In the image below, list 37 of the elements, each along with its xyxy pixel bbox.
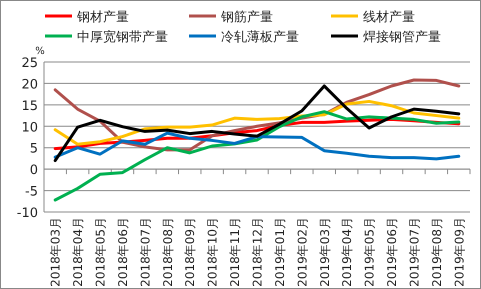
x-tick-label: 2018年05月 xyxy=(94,217,108,287)
x-tick-label: 2019年01月 xyxy=(272,217,287,287)
legend-label: 线材产量 xyxy=(363,10,415,25)
legend-label: 中厚宽钢带产量 xyxy=(77,29,168,45)
y-tick-label: 15 xyxy=(21,98,38,114)
x-tick-label: 2018年11月 xyxy=(228,217,242,287)
x-tick-label: 2018年06月 xyxy=(116,217,130,287)
x-tick-label: 2018年07月 xyxy=(138,217,152,287)
x-tick-label: 2018年12月 xyxy=(250,217,264,287)
y-tick-label: 20 xyxy=(21,77,38,92)
y-axis-title: % xyxy=(35,46,45,57)
legend-label: 钢筋产量 xyxy=(220,10,273,25)
x-tick-label: 2018年10月 xyxy=(206,217,220,287)
x-tick-label: 2018年04月 xyxy=(71,217,86,287)
line-series xyxy=(54,132,460,160)
x-tick-label: 2018年09月 xyxy=(183,217,198,287)
x-tick-label: 2019年05月 xyxy=(362,217,377,287)
x-tick-label: 2019年07月 xyxy=(407,217,422,287)
x-tick-label: 2018年08月 xyxy=(160,217,175,287)
x-tick-label: 2019年08月 xyxy=(430,217,444,287)
y-tick-label: -10 xyxy=(16,206,38,221)
x-tick-label: 2019年06月 xyxy=(385,217,400,287)
x-tick-label: 2019年02月 xyxy=(295,217,310,287)
legend-label: 焊接钢管产量 xyxy=(363,30,441,45)
line-series xyxy=(54,110,460,202)
y-tick-label: 10 xyxy=(21,120,38,136)
x-tick-label: 2019年09月 xyxy=(452,217,466,287)
legend-label: 冷轧薄板产量 xyxy=(221,30,299,45)
y-tick-label: 0 xyxy=(30,163,38,178)
y-tick-label: 25 xyxy=(21,56,38,71)
legend-label: 钢材产量 xyxy=(76,10,129,25)
x-tick-label: 2018年03月 xyxy=(48,217,63,287)
line-series xyxy=(54,84,460,162)
x-tick-label: 2019年04月 xyxy=(340,217,354,287)
y-tick-label: 5 xyxy=(30,142,38,157)
x-tick-label: 2019年03月 xyxy=(318,217,332,287)
y-tick-label: -5 xyxy=(25,184,38,200)
